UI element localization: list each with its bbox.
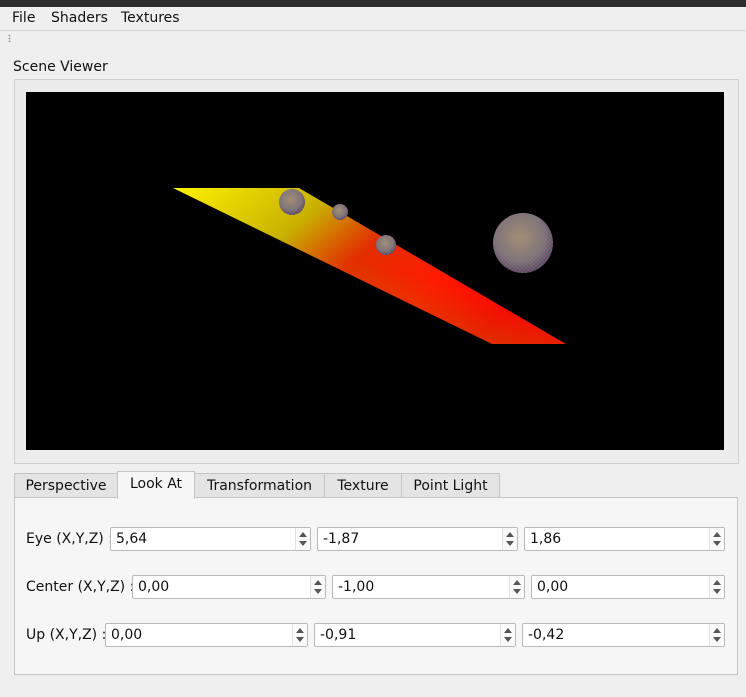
eye-y-stepper-icon[interactable]	[502, 528, 517, 550]
up-y-value: -0,91	[320, 627, 357, 643]
toolbar-grip-icon[interactable]	[8, 34, 11, 42]
menu-textures[interactable]: Textures	[121, 10, 180, 26]
eye-z-stepper-icon[interactable]	[709, 528, 724, 550]
eye-x-value: 5,64	[116, 531, 148, 547]
center-z-stepper-icon[interactable]	[709, 576, 724, 598]
scene-plane-shade	[173, 188, 566, 344]
scene-sphere-1	[279, 189, 305, 215]
up-x-value: 0,00	[111, 627, 143, 643]
eye-y-value: -1,87	[323, 531, 360, 547]
up-label: Up (X,Y,Z) :	[26, 627, 107, 643]
scene-sphere-4	[493, 213, 553, 273]
up-x-stepper-icon[interactable]	[292, 624, 307, 646]
eye-y-spinbox[interactable]: -1,87	[317, 527, 518, 551]
eye-x-spinbox[interactable]: 5,64	[110, 527, 311, 551]
up-x-spinbox[interactable]: 0,00	[105, 623, 308, 647]
scene-viewer-label: Scene Viewer	[13, 59, 108, 75]
menu-file[interactable]: File	[12, 10, 36, 26]
up-z-value: -0,42	[528, 627, 565, 643]
eye-label: Eye (X,Y,Z) :	[26, 531, 113, 547]
scene-sphere-3	[376, 235, 396, 255]
tab-perspective[interactable]: Perspective	[14, 473, 118, 497]
eye-x-stepper-icon[interactable]	[295, 528, 310, 550]
eye-z-value: 1,86	[530, 531, 562, 547]
center-z-spinbox[interactable]: 0,00	[531, 575, 725, 599]
menu-bar: File Shaders Textures	[0, 7, 746, 30]
eye-z-spinbox[interactable]: 1,86	[524, 527, 725, 551]
tab-texture[interactable]: Texture	[324, 473, 402, 497]
center-y-value: -1,00	[338, 579, 375, 595]
tab-look-at[interactable]: Look At	[117, 471, 195, 499]
center-x-stepper-icon[interactable]	[310, 576, 325, 598]
up-y-stepper-icon[interactable]	[500, 624, 515, 646]
up-y-spinbox[interactable]: -0,91	[314, 623, 516, 647]
tab-transformation[interactable]: Transformation	[194, 473, 325, 497]
center-label: Center (X,Y,Z) :	[26, 579, 135, 595]
center-y-spinbox[interactable]: -1,00	[332, 575, 525, 599]
toolbar	[0, 30, 746, 45]
up-z-stepper-icon[interactable]	[709, 624, 724, 646]
scene-render	[173, 188, 566, 344]
center-x-value: 0,00	[138, 579, 170, 595]
tab-point-light[interactable]: Point Light	[401, 473, 500, 497]
center-z-value: 0,00	[537, 579, 569, 595]
scene-sphere-2	[332, 204, 348, 220]
center-x-spinbox[interactable]: 0,00	[132, 575, 326, 599]
menu-shaders[interactable]: Shaders	[51, 10, 108, 26]
scene-viewport[interactable]	[26, 92, 724, 450]
up-z-spinbox[interactable]: -0,42	[522, 623, 725, 647]
window-titlebar	[0, 0, 746, 7]
center-y-stepper-icon[interactable]	[509, 576, 524, 598]
